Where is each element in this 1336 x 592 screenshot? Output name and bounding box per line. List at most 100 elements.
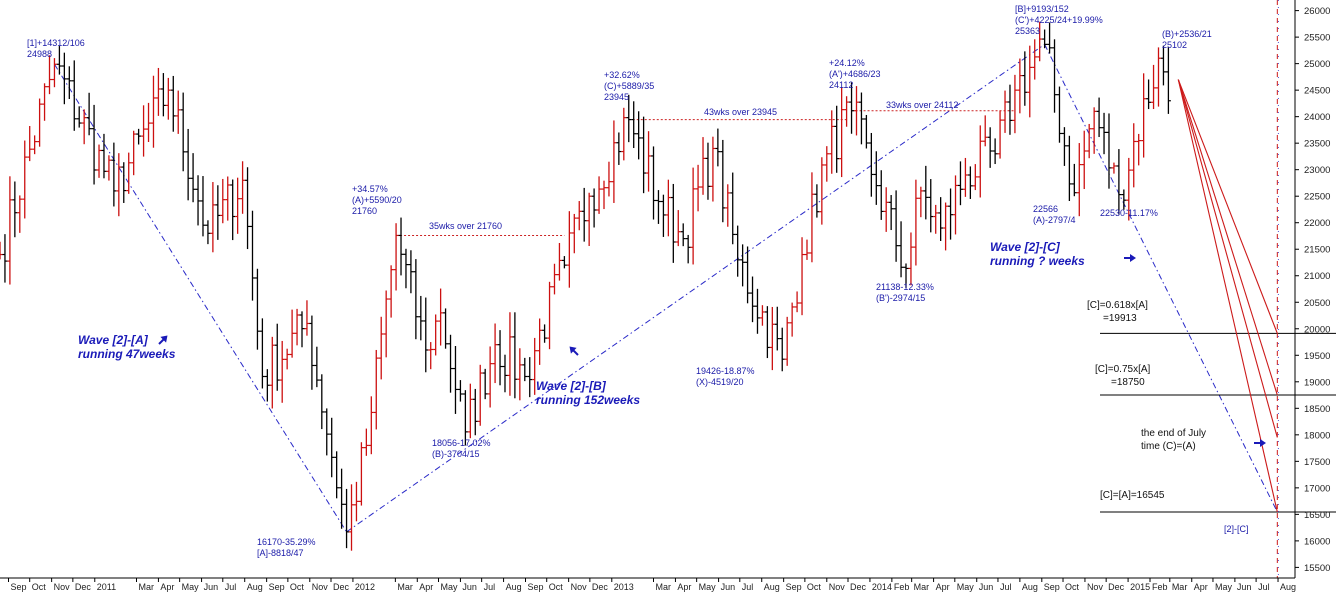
ohlc-bar bbox=[249, 210, 255, 301]
ohlc-bar bbox=[403, 248, 409, 289]
ohlc-bar bbox=[883, 187, 889, 232]
ohlc-bar bbox=[314, 346, 320, 388]
annotation-label: [1]+14312/106 24988 bbox=[27, 38, 85, 59]
wave-trendline bbox=[54, 64, 347, 533]
ohlc-bar bbox=[190, 153, 196, 203]
ohlc-bar bbox=[571, 213, 577, 254]
ohlc-bar bbox=[37, 98, 43, 147]
ohlc-bar bbox=[254, 268, 260, 350]
ohlc-bar bbox=[1141, 73, 1147, 158]
ohlc-bar bbox=[160, 73, 166, 117]
ohlc-bar bbox=[1076, 143, 1082, 217]
x-tick-label: 2012 bbox=[355, 582, 375, 592]
ohlc-bar bbox=[754, 288, 760, 334]
y-tick-label: 22500 bbox=[1304, 192, 1330, 203]
annotation-line: [C]=0.618x[A] bbox=[1087, 300, 1148, 311]
ohlc-bar bbox=[235, 177, 241, 234]
ohlc-bar bbox=[997, 110, 1003, 159]
ohlc-bar bbox=[462, 390, 468, 446]
ohlc-bar bbox=[279, 340, 285, 403]
ohlc-bar bbox=[1012, 74, 1018, 134]
ohlc-bar bbox=[353, 481, 359, 522]
arrow-head bbox=[160, 335, 168, 343]
x-tick-label: Apr bbox=[160, 582, 174, 592]
ohlc-bar bbox=[690, 167, 696, 265]
annotation-line: (C)+5889/35 bbox=[604, 81, 654, 91]
ohlc-bar bbox=[393, 223, 399, 291]
annotation-line: 22530-11.17% bbox=[1100, 208, 1158, 218]
ohlc-bar bbox=[844, 96, 850, 127]
annotation-line: running 47weeks bbox=[78, 347, 176, 361]
annotation-label: 21138-12.33% (B')-2974/15 bbox=[876, 282, 934, 303]
annotation-line: 25363 bbox=[1015, 26, 1040, 36]
ohlc-bar bbox=[141, 105, 147, 157]
annotation-label: 22530-11.17% bbox=[1100, 208, 1158, 218]
ohlc-bar bbox=[606, 161, 612, 197]
ohlc-bar bbox=[1056, 86, 1062, 143]
ohlc-bar bbox=[888, 195, 894, 231]
arrow-head bbox=[569, 346, 577, 354]
ohlc-bar bbox=[215, 185, 221, 240]
ohlc-bar bbox=[150, 75, 156, 148]
ohlc-bar bbox=[170, 75, 176, 132]
x-tick-label: May bbox=[182, 582, 200, 592]
ohlc-bar bbox=[774, 306, 780, 351]
ohlc-bar bbox=[700, 137, 706, 195]
ohlc-bar bbox=[51, 58, 57, 88]
y-tick-label: 20500 bbox=[1304, 298, 1330, 309]
ohlc-bar bbox=[928, 179, 934, 233]
x-tick-label: 2011 bbox=[97, 582, 116, 592]
x-tick-label: Mar bbox=[397, 582, 413, 592]
x-tick-label: Jul bbox=[742, 582, 754, 592]
ohlc-bar bbox=[522, 357, 528, 382]
x-tick-label: 2015 bbox=[1130, 582, 1150, 592]
y-tick-label: 16000 bbox=[1304, 536, 1330, 547]
ohlc-bar bbox=[556, 242, 562, 281]
ohlc-bar bbox=[497, 330, 503, 386]
ohlc-bar bbox=[71, 60, 77, 131]
y-tick-label: 16500 bbox=[1304, 510, 1330, 521]
ohlc-bar bbox=[972, 164, 978, 191]
annotation-line: (B)-3704/15 bbox=[432, 449, 480, 459]
ohlc-bar bbox=[858, 92, 864, 145]
ohlc-bar bbox=[438, 288, 444, 346]
annotation-line: [C]=[A]=16545 bbox=[1100, 490, 1165, 501]
annotation-line: [C]=0.75x[A] bbox=[1095, 364, 1151, 375]
y-tick-label: 23500 bbox=[1304, 139, 1330, 150]
ohlc-bar bbox=[423, 297, 429, 373]
y-tick-label: 24000 bbox=[1304, 112, 1330, 123]
x-tick-label: Oct bbox=[1065, 582, 1080, 592]
ohlc-bar bbox=[636, 111, 642, 160]
x-tick-label: 2013 bbox=[614, 582, 634, 592]
annotation-label: 22566 (A)-2797/4 bbox=[1033, 204, 1076, 225]
ohlc-bar bbox=[849, 82, 855, 134]
ohlc-bar bbox=[705, 142, 711, 200]
x-tick-label: Nov bbox=[312, 582, 329, 592]
ohlc-bar bbox=[1071, 163, 1077, 197]
x-tick-label: Jun bbox=[721, 582, 736, 592]
ohlc-bar bbox=[131, 130, 137, 176]
ohlc-bar bbox=[309, 315, 315, 390]
ohlc-bar bbox=[32, 135, 38, 155]
ohlc-bar bbox=[725, 184, 731, 227]
annotation-label: [C]=0.75x[A] =18750 bbox=[1095, 364, 1151, 388]
ohlc-bar bbox=[853, 86, 859, 136]
ohlc-bar bbox=[22, 140, 28, 219]
x-tick-label: Aug bbox=[506, 582, 522, 592]
ohlc-bar bbox=[621, 107, 627, 161]
ohlc-bar bbox=[76, 106, 82, 128]
ohlc-bar bbox=[789, 302, 795, 337]
ohlc-bar bbox=[987, 127, 993, 168]
ohlc-bar bbox=[710, 136, 716, 202]
ohlc-bar bbox=[324, 408, 330, 456]
ohlc-bar bbox=[1032, 39, 1038, 80]
ohlc-bar bbox=[814, 184, 820, 218]
ohlc-bar bbox=[764, 306, 770, 359]
annotation-label: (B)+2536/21 25102 bbox=[1162, 29, 1212, 50]
ohlc-bar bbox=[1106, 113, 1112, 189]
x-tick-label: Jun bbox=[204, 582, 219, 592]
ohlc-bar bbox=[938, 197, 944, 241]
ohlc-bar bbox=[165, 77, 171, 120]
ohlc-bar bbox=[651, 146, 657, 220]
x-tick-label: Mar bbox=[1172, 582, 1188, 592]
